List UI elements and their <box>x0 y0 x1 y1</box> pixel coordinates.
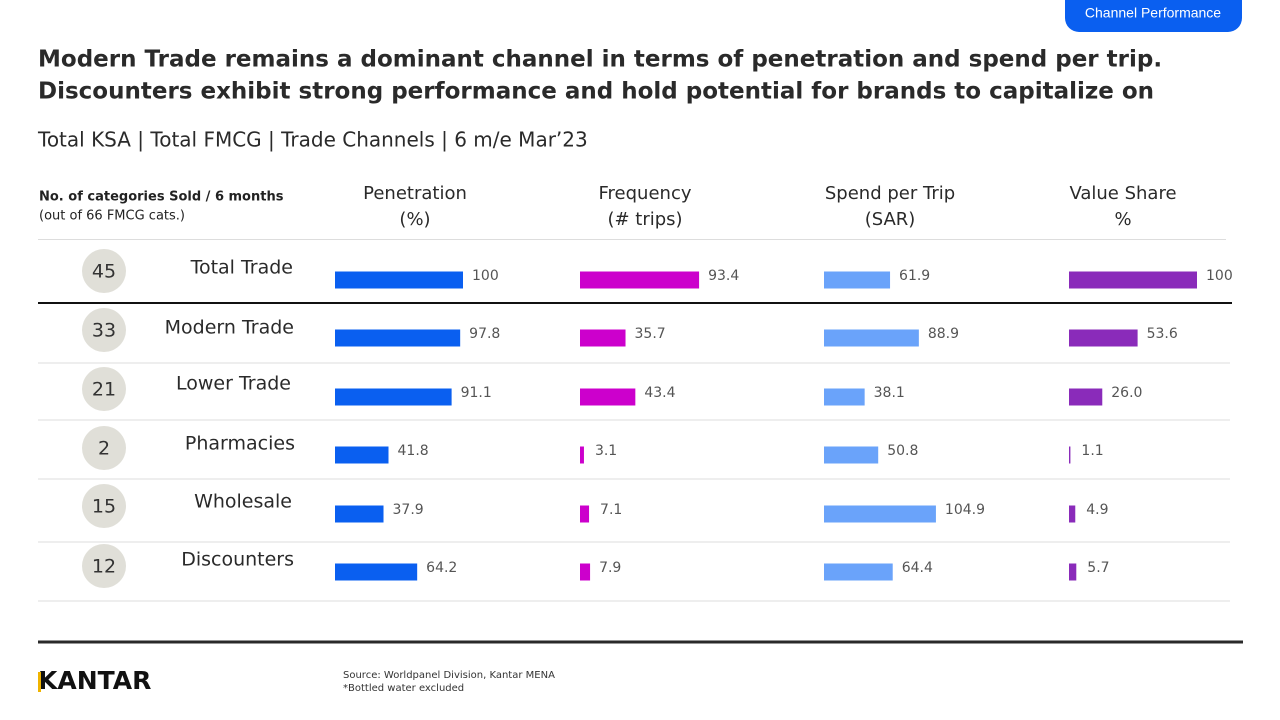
value-label: 37.9 <box>393 502 424 518</box>
bar <box>335 388 452 406</box>
category-count-badge <box>82 426 126 470</box>
bar <box>580 329 626 347</box>
column-header: (%) <box>399 209 430 230</box>
column-header: Frequency <box>599 183 692 204</box>
bar <box>824 563 893 581</box>
category-count-badge <box>82 308 126 352</box>
column-header: (SAR) <box>865 209 916 230</box>
column-header: (# trips) <box>607 209 682 230</box>
value-label: 88.9 <box>928 326 959 342</box>
value-label: 50.8 <box>887 443 918 459</box>
value-label: 35.7 <box>635 326 666 342</box>
value-label: 43.4 <box>644 385 675 401</box>
column-header: % <box>1114 209 1131 230</box>
bar <box>335 329 461 347</box>
logo-accent <box>38 672 41 692</box>
note: *Bottled water excluded <box>343 683 464 694</box>
value-label: 4.9 <box>1086 502 1108 518</box>
value-label: 91.1 <box>461 385 492 401</box>
bar <box>824 446 879 464</box>
bar <box>1069 329 1138 347</box>
title-line: Discounters exhibit strong performance a… <box>38 79 1154 105</box>
row-label: Discounters <box>181 549 294 571</box>
category-count: 33 <box>92 320 116 342</box>
category-count: 12 <box>92 556 116 578</box>
bar <box>580 563 591 581</box>
bar <box>1069 563 1077 581</box>
bar <box>824 505 936 523</box>
value-label: 93.4 <box>708 268 739 284</box>
bar <box>580 446 584 464</box>
bar <box>824 271 891 289</box>
row-label: Modern Trade <box>165 317 294 339</box>
row-label: Total Trade <box>190 257 293 279</box>
bar <box>1069 271 1197 289</box>
categories-header: (out of 66 FMCG cats.) <box>39 209 185 224</box>
row-label: Wholesale <box>194 491 292 513</box>
value-label: 5.7 <box>1087 560 1109 576</box>
category-count: 15 <box>92 496 116 518</box>
bar <box>1069 505 1076 523</box>
value-label: 61.9 <box>899 268 930 284</box>
value-label: 7.9 <box>599 560 621 576</box>
value-label: 100 <box>1206 268 1233 284</box>
value-label: 1.1 <box>1081 443 1103 459</box>
row-label: Lower Trade <box>176 373 291 395</box>
bar <box>824 388 865 406</box>
category-count: 45 <box>92 261 116 283</box>
bar <box>335 446 389 464</box>
row-label: Pharmacies <box>185 433 295 455</box>
category-count-badge <box>82 249 126 293</box>
value-label: 104.9 <box>945 502 985 518</box>
value-label: 97.8 <box>469 326 500 342</box>
badge-text[interactable]: Channel Performance <box>1085 5 1221 21</box>
title-line: Modern Trade remains a dominant channel … <box>38 47 1162 73</box>
value-label: 7.1 <box>600 502 622 518</box>
value-label: 64.2 <box>426 560 457 576</box>
bar <box>335 271 463 289</box>
column-header: Spend per Trip <box>825 183 955 204</box>
bar <box>580 388 636 406</box>
category-count: 2 <box>98 438 110 460</box>
value-label: 38.1 <box>874 385 905 401</box>
bar <box>580 505 590 523</box>
bar <box>1069 388 1103 406</box>
bar <box>335 505 384 523</box>
category-count-badge <box>82 367 126 411</box>
logo: KANTAR <box>38 666 151 695</box>
value-label: 100 <box>472 268 499 284</box>
source: Source: Worldpanel Division, Kantar MENA <box>343 670 555 681</box>
column-header: Value Share <box>1069 183 1176 204</box>
value-label: 64.4 <box>902 560 933 576</box>
value-label: 53.6 <box>1147 326 1178 342</box>
value-label: 26.0 <box>1111 385 1142 401</box>
bar <box>1069 446 1071 464</box>
category-count-badge <box>82 484 126 528</box>
value-label: 3.1 <box>595 443 617 459</box>
value-label: 41.8 <box>398 443 429 459</box>
bar <box>335 563 418 581</box>
categories-header: No. of categories Sold / 6 months <box>39 190 284 205</box>
category-count: 21 <box>92 379 116 401</box>
category-count-badge <box>82 544 126 588</box>
badge[interactable] <box>1065 0 1242 32</box>
subtitle: Total KSA | Total FMCG | Trade Channels … <box>37 128 588 152</box>
column-header: Penetration <box>363 183 467 204</box>
bar <box>580 271 700 289</box>
bar <box>824 329 919 347</box>
